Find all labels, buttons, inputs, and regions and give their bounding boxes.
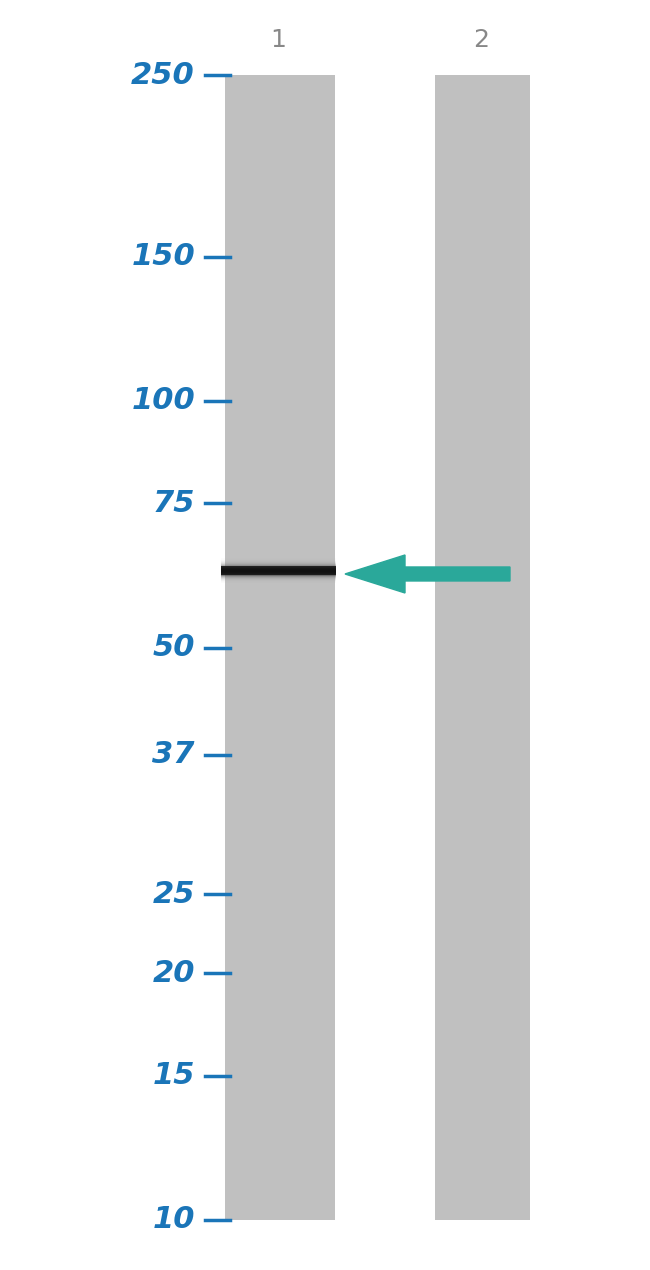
FancyArrow shape: [345, 555, 510, 593]
Text: 2: 2: [473, 28, 489, 52]
Text: 1: 1: [270, 28, 286, 52]
Text: 150: 150: [131, 243, 195, 272]
Text: 20: 20: [153, 959, 195, 988]
Bar: [435, 75, 530, 1220]
Bar: [220, 566, 335, 575]
Bar: [225, 75, 335, 1220]
Text: 25: 25: [153, 880, 195, 908]
Text: 100: 100: [131, 386, 195, 415]
Text: 250: 250: [131, 61, 195, 89]
Text: 10: 10: [153, 1205, 195, 1234]
Text: 75: 75: [153, 489, 195, 518]
Text: 50: 50: [153, 632, 195, 662]
Text: 15: 15: [153, 1062, 195, 1090]
Text: 37: 37: [153, 740, 195, 770]
